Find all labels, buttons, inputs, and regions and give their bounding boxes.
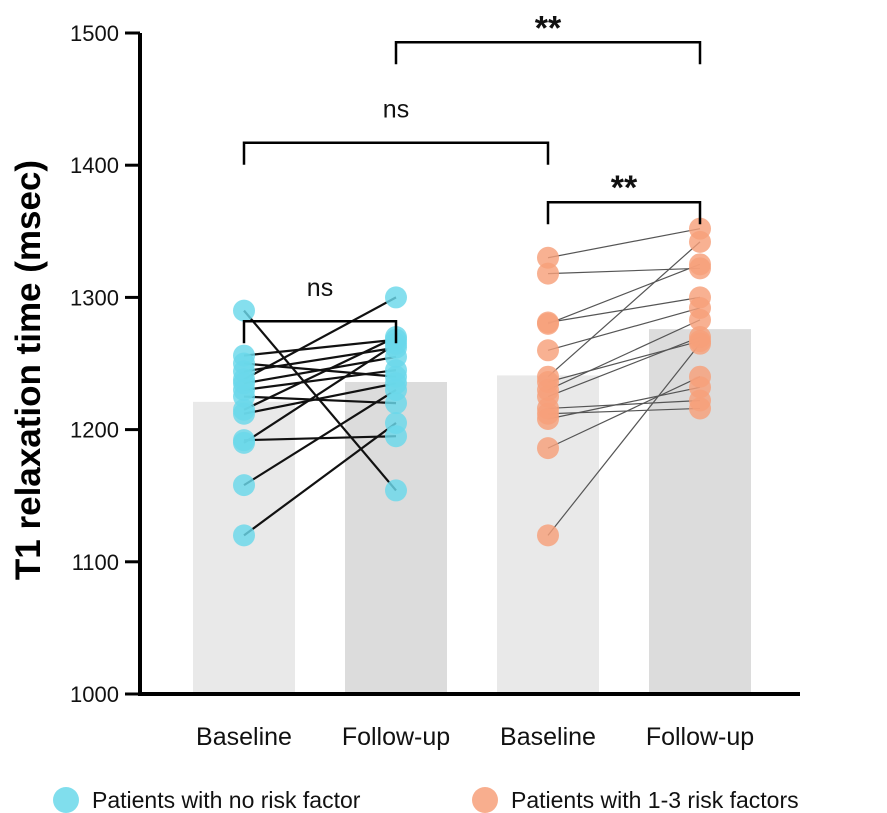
pair-line-g2-5 [547, 307, 701, 351]
sig-label-3: ** [611, 169, 638, 207]
sig-label-2: ns [383, 96, 409, 124]
y-tick-label-1100: 1100 [72, 550, 119, 575]
pair-line-g1-5 [243, 296, 397, 381]
sig-bracket-4 [394, 41, 702, 65]
point-g1-followup-13 [385, 378, 407, 401]
pair-line-g2-7 [547, 340, 701, 383]
x-tick-label-4: Follow-up [646, 723, 754, 751]
x-tick-label-2: Follow-up [342, 723, 450, 751]
point-g2-followup-4 [689, 253, 711, 276]
point-g1-followup-12 [385, 332, 407, 355]
point-g2-followup-14 [689, 332, 711, 355]
pair-line-g1-12 [243, 342, 397, 444]
y-axis-title: T1 relaxation time (msec) [9, 160, 48, 580]
sig-label-1: ns [307, 274, 333, 302]
point-g1-baseline-10 [233, 402, 255, 425]
pair-line-g1-9 [243, 336, 397, 411]
pair-line-g1-13 [243, 389, 397, 487]
pair-line-g2-12 [547, 386, 701, 420]
sig-bracket-3 [546, 200, 702, 225]
pair-line-g1-2 [243, 338, 397, 357]
point-g1-baseline-14 [233, 524, 255, 547]
pair-line-g2-1 [547, 228, 701, 259]
y-tick-label-1300: 1300 [70, 285, 119, 310]
point-g2-followup-13 [689, 365, 711, 388]
legend-label-2: Patients with 1-3 risk factors [511, 787, 799, 813]
point-g1-baseline-1 [233, 299, 255, 322]
point-g1-baseline-12 [233, 431, 255, 454]
point-g2-followup-8 [689, 308, 711, 331]
point-g2-followup-6 [689, 230, 711, 253]
point-g1-followup-14 [385, 411, 407, 434]
y-tick-label-1000: 1000 [70, 682, 119, 707]
point-g2-baseline-12 [537, 408, 559, 431]
point-g2-baseline-4 [537, 312, 559, 335]
pair-line-g1-10 [243, 382, 397, 415]
pair-line-g1-14 [243, 422, 397, 537]
point-g2-baseline-14 [537, 524, 559, 547]
point-g1-baseline-13 [233, 474, 255, 497]
point-g1-followup-5 [385, 286, 407, 309]
legend-label-1: Patients with no risk factor [92, 787, 361, 813]
pair-line-g2-9 [547, 336, 701, 398]
legend-marker-1 [53, 787, 79, 813]
y-tick-label-1400: 1400 [70, 153, 119, 178]
y-tick-label-1500: 1500 [70, 21, 119, 46]
pair-line-g2-2 [547, 267, 701, 275]
sig-bracket-2 [242, 141, 550, 165]
pair-line-g2-13 [547, 376, 701, 449]
x-tick-label-1: Baseline [196, 723, 292, 751]
point-g2-baseline-5 [537, 339, 559, 362]
pair-line-g2-6 [547, 241, 701, 378]
point-g2-baseline-2 [537, 262, 559, 285]
pair-line-g2-10 [547, 399, 701, 410]
y-tick-label-1200: 1200 [70, 418, 119, 443]
pair-line-g2-8 [547, 319, 701, 391]
pair-line-g1-4 [243, 346, 397, 373]
sig-bracket-1 [242, 319, 398, 344]
pair-line-g2-11 [547, 407, 701, 415]
point-g2-followup-11 [689, 397, 711, 420]
pair-line-g2-14 [547, 343, 701, 536]
x-tick-label-3: Baseline [500, 723, 596, 751]
legend-marker-2 [472, 787, 498, 813]
pair-line-g1-7 [243, 369, 397, 392]
point-g2-baseline-13 [537, 437, 559, 460]
point-g2-baseline-1 [537, 246, 559, 269]
sig-label-4: ** [535, 9, 562, 47]
pair-line-g2-4 [547, 263, 701, 325]
point-g1-followup-1 [385, 479, 407, 502]
